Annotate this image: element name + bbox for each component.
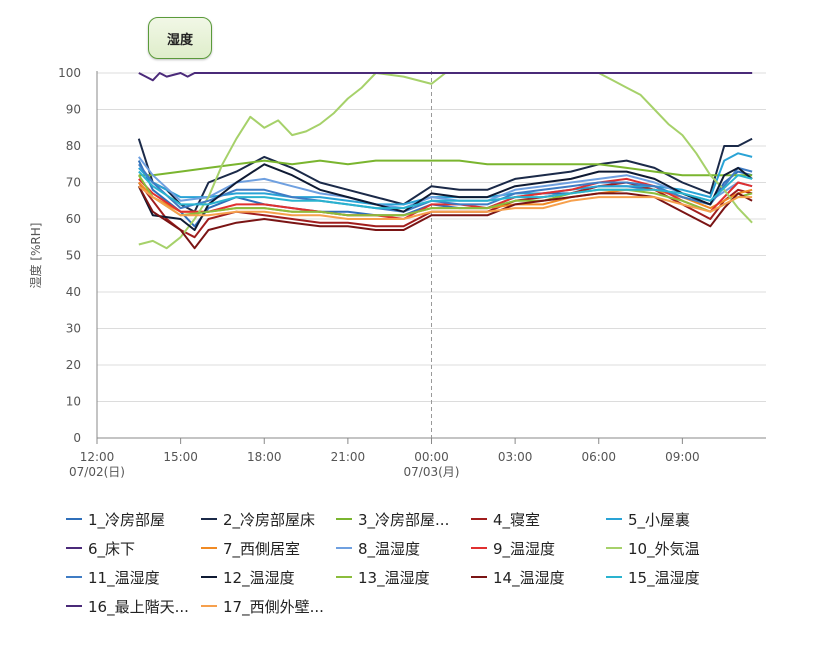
legend-swatch (66, 518, 82, 520)
legend-label: 10_外気温 (628, 539, 700, 558)
legend-item-1[interactable]: 1_冷房部屋 (66, 508, 165, 530)
legend-swatch (606, 547, 622, 549)
series-line-14 (137, 185, 753, 250)
legend-item-12[interactable]: 12_温湿度 (201, 566, 295, 588)
legend-swatch (471, 518, 487, 520)
series-line-6 (138, 72, 753, 82)
legend-label: 11_温湿度 (88, 568, 160, 587)
legend-swatch (201, 547, 217, 549)
series-line-17 (138, 185, 753, 220)
y-tick-label: 70 (66, 176, 81, 190)
legend-swatch (336, 547, 352, 549)
legend-item-15[interactable]: 15_温湿度 (606, 566, 700, 588)
legend-item-11[interactable]: 11_温湿度 (66, 566, 160, 588)
legend-label: 4_寝室 (493, 510, 541, 529)
x-tick-date-label: 07/03(月) (404, 465, 460, 479)
y-tick-label: 20 (66, 358, 81, 372)
legend-label: 9_温湿度 (493, 539, 556, 558)
humidity-line-chart: 0 10 20 30 40 50 60 70 80 90 100 湿度 [%RH] 12:0007/02… (28, 66, 766, 479)
series-line-2 (137, 137, 753, 213)
y-tick-label: 90 (66, 103, 81, 117)
series-line-3 (138, 159, 753, 177)
y-axis-title: 湿度 [%RH] (28, 223, 43, 289)
legend-item-17[interactable]: 17_西側外壁... (201, 595, 324, 617)
legend-item-2[interactable]: 2_冷房部屋床 (201, 508, 315, 530)
legend-item-3[interactable]: 3_冷房部屋... (336, 508, 449, 530)
legend-label: 13_温湿度 (358, 568, 430, 587)
y-tick-label: 40 (66, 285, 81, 299)
legend-label: 5_小屋裏 (628, 510, 691, 529)
x-tick-label: 21:00 (331, 450, 366, 464)
legend-item-10[interactable]: 10_外気温 (606, 537, 700, 559)
legend-swatch (606, 518, 622, 520)
legend-item-7[interactable]: 7_西側居室 (201, 537, 300, 559)
x-tick-label: 06:00 (581, 450, 616, 464)
y-tick-label: 0 (73, 431, 81, 445)
series-line-15 (138, 170, 753, 210)
legend-swatch (336, 576, 352, 578)
humidity-tab-button[interactable]: 湿度 (148, 17, 212, 59)
x-tick-label: 12:00 (80, 450, 115, 464)
legend-swatch (66, 576, 82, 578)
legend-label: 2_冷房部屋床 (223, 510, 316, 529)
legend-label: 1_冷房部屋 (88, 510, 166, 529)
legend-swatch (66, 547, 82, 549)
y-tick-label: 60 (66, 212, 81, 226)
series-line-11 (138, 163, 753, 213)
legend-swatch (336, 518, 352, 520)
y-tick-label: 30 (66, 322, 81, 336)
x-tick-label: 09:00 (665, 450, 700, 464)
x-tick-label: 03:00 (498, 450, 533, 464)
legend-swatch (201, 605, 217, 607)
legend-label: 17_西側外壁... (223, 597, 324, 616)
legend-label: 6_床下 (88, 539, 136, 558)
legend-swatch (471, 576, 487, 578)
legend-label: 14_温湿度 (493, 568, 565, 587)
legend-item-9[interactable]: 9_温湿度 (471, 537, 555, 559)
legend-label: 12_温湿度 (223, 568, 295, 587)
legend-label: 16_最上階天... (88, 597, 189, 616)
y-tick-label: 80 (66, 139, 81, 153)
legend-swatch (606, 576, 622, 578)
legend-swatch (201, 518, 217, 520)
legend-item-8[interactable]: 8_温湿度 (336, 537, 420, 559)
y-tick-label: 100 (58, 66, 81, 80)
legend-item-4[interactable]: 4_寝室 (471, 508, 540, 530)
legend-label: 3_冷房部屋... (358, 510, 450, 529)
legend-label: 8_温湿度 (358, 539, 421, 558)
x-tick-label: 00:00 (414, 450, 449, 464)
series-line-10 (138, 72, 753, 250)
x-tick-label: 18:00 (247, 450, 282, 464)
y-tick-label: 50 (66, 249, 81, 263)
legend-label: 7_西側居室 (223, 539, 301, 558)
legend-label: 15_温湿度 (628, 568, 700, 587)
x-tick-date-label: 07/02(日) (69, 465, 125, 479)
series-line-13 (137, 174, 753, 217)
series-line-12 (137, 163, 753, 231)
legend-item-13[interactable]: 13_温湿度 (336, 566, 430, 588)
legend-swatch (201, 576, 217, 578)
legend-item-5[interactable]: 5_小屋裏 (606, 508, 690, 530)
legend-swatch (66, 605, 82, 607)
legend-item-6[interactable]: 6_床下 (66, 537, 135, 559)
legend-item-16[interactable]: 16_最上階天... (66, 595, 189, 617)
x-tick-label: 15:00 (163, 450, 198, 464)
legend-swatch (471, 547, 487, 549)
y-tick-label: 10 (66, 395, 81, 409)
legend-item-14[interactable]: 14_温湿度 (471, 566, 565, 588)
